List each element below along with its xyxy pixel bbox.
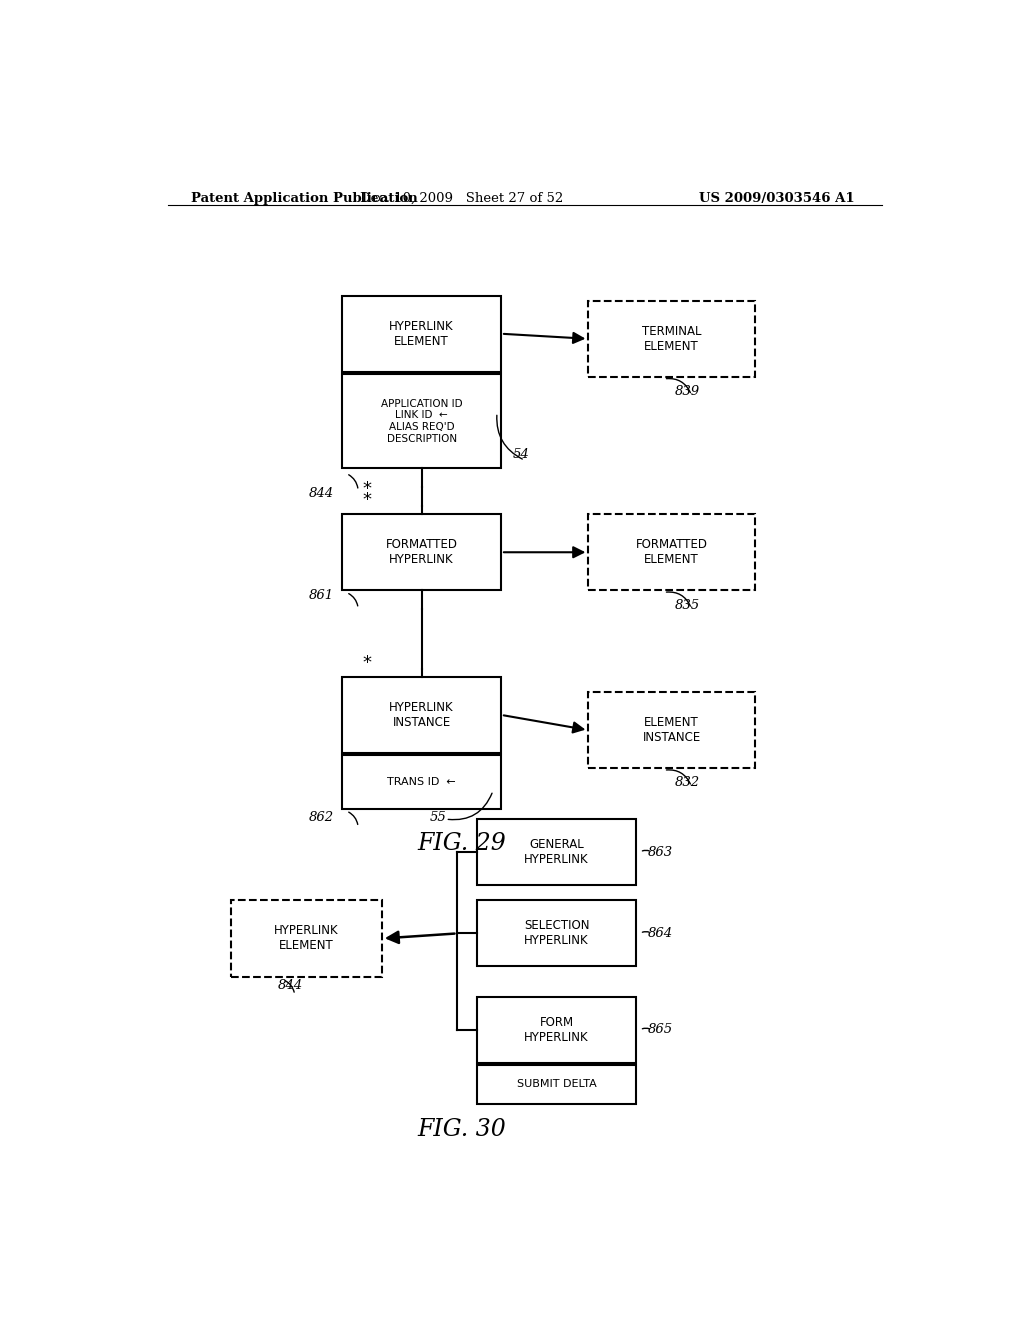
- FancyBboxPatch shape: [588, 692, 755, 768]
- Text: 832: 832: [675, 776, 700, 789]
- Text: FIG. 30: FIG. 30: [417, 1118, 506, 1142]
- Text: ELEMENT
INSTANCE: ELEMENT INSTANCE: [642, 717, 700, 744]
- Text: SELECTION
HYPERLINK: SELECTION HYPERLINK: [524, 920, 589, 948]
- Text: FORM
HYPERLINK: FORM HYPERLINK: [524, 1016, 589, 1044]
- FancyBboxPatch shape: [477, 900, 636, 966]
- Text: 864: 864: [648, 927, 673, 940]
- FancyBboxPatch shape: [342, 374, 501, 469]
- FancyBboxPatch shape: [342, 755, 501, 809]
- FancyBboxPatch shape: [231, 900, 382, 977]
- Text: TERMINAL
ELEMENT: TERMINAL ELEMENT: [642, 325, 701, 352]
- Text: HYPERLINK
ELEMENT: HYPERLINK ELEMENT: [274, 924, 339, 953]
- Text: *: *: [362, 491, 371, 510]
- Text: 54: 54: [513, 449, 529, 461]
- Text: FIG. 29: FIG. 29: [417, 832, 506, 854]
- Text: 835: 835: [675, 598, 700, 611]
- FancyBboxPatch shape: [342, 677, 501, 752]
- Text: US 2009/0303546 A1: US 2009/0303546 A1: [699, 191, 855, 205]
- Text: *: *: [362, 479, 371, 498]
- FancyBboxPatch shape: [477, 818, 636, 886]
- Text: *: *: [362, 653, 371, 672]
- Text: 862: 862: [309, 810, 334, 824]
- Text: 839: 839: [675, 385, 700, 399]
- Text: 861: 861: [309, 589, 334, 602]
- Text: 863: 863: [648, 846, 673, 858]
- Text: SUBMIT DELTA: SUBMIT DELTA: [517, 1080, 596, 1089]
- Text: FORMATTED
HYPERLINK: FORMATTED HYPERLINK: [386, 539, 458, 566]
- FancyBboxPatch shape: [342, 515, 501, 590]
- Text: FORMATTED
ELEMENT: FORMATTED ELEMENT: [636, 539, 708, 566]
- Text: TRANS ID  ←: TRANS ID ←: [387, 777, 456, 787]
- Text: Dec. 10, 2009   Sheet 27 of 52: Dec. 10, 2009 Sheet 27 of 52: [359, 191, 563, 205]
- Text: APPLICATION ID
LINK ID  ←
ALIAS REQ'D
DESCRIPTION: APPLICATION ID LINK ID ← ALIAS REQ'D DES…: [381, 399, 463, 444]
- FancyBboxPatch shape: [588, 301, 755, 378]
- Text: Patent Application Publication: Patent Application Publication: [191, 191, 418, 205]
- Text: HYPERLINK
INSTANCE: HYPERLINK INSTANCE: [389, 701, 454, 729]
- FancyBboxPatch shape: [588, 515, 755, 590]
- Text: 55: 55: [430, 810, 446, 824]
- FancyBboxPatch shape: [477, 1065, 636, 1104]
- Text: HYPERLINK
ELEMENT: HYPERLINK ELEMENT: [389, 319, 454, 347]
- Text: GENERAL
HYPERLINK: GENERAL HYPERLINK: [524, 838, 589, 866]
- FancyBboxPatch shape: [477, 997, 636, 1063]
- Text: 844: 844: [309, 487, 334, 500]
- Text: 844: 844: [279, 979, 303, 991]
- FancyBboxPatch shape: [342, 296, 501, 372]
- Text: 865: 865: [648, 1023, 673, 1036]
